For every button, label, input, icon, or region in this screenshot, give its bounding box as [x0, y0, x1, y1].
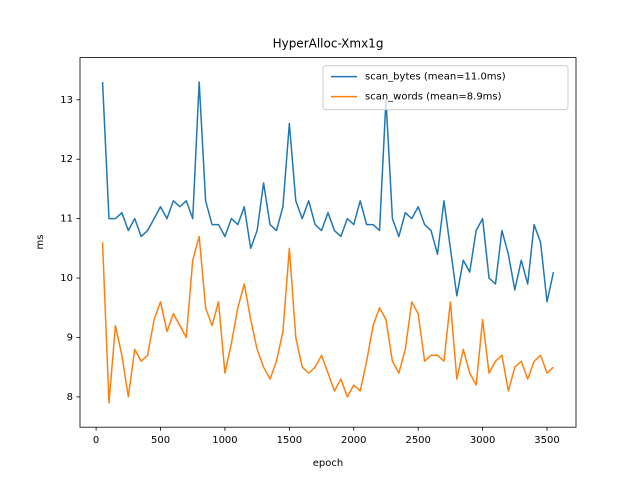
chart-title: HyperAlloc-Xmx1g — [273, 37, 384, 51]
y-tick-label: 11 — [60, 214, 73, 225]
legend-label: scan_words (mean=8.9ms) — [365, 92, 502, 103]
x-tick-label: 2000 — [341, 435, 366, 446]
series-line — [101, 235, 554, 404]
series-line — [101, 81, 555, 303]
y-axis-label: ms — [35, 235, 46, 250]
x-tick-label: 1000 — [212, 435, 237, 446]
y-tick-label: 10 — [60, 273, 73, 284]
x-tick-label: 3000 — [470, 435, 495, 446]
x-axis-label: epoch — [313, 458, 343, 469]
y-tick-label: 9 — [67, 332, 73, 343]
x-tick-label: 3500 — [534, 435, 559, 446]
x-tick-label: 1500 — [277, 435, 302, 446]
y-tick-label: 13 — [60, 95, 73, 106]
legend-label: scan_bytes (mean=11.0ms) — [365, 72, 506, 83]
plot-frame — [79, 57, 577, 428]
x-tick-label: 2500 — [405, 435, 430, 446]
y-tick-label: 12 — [60, 154, 73, 165]
y-tick-label: 8 — [67, 392, 73, 403]
x-tick-label: 0 — [93, 435, 99, 446]
x-tick-label: 500 — [151, 435, 170, 446]
legend-box — [322, 65, 569, 111]
